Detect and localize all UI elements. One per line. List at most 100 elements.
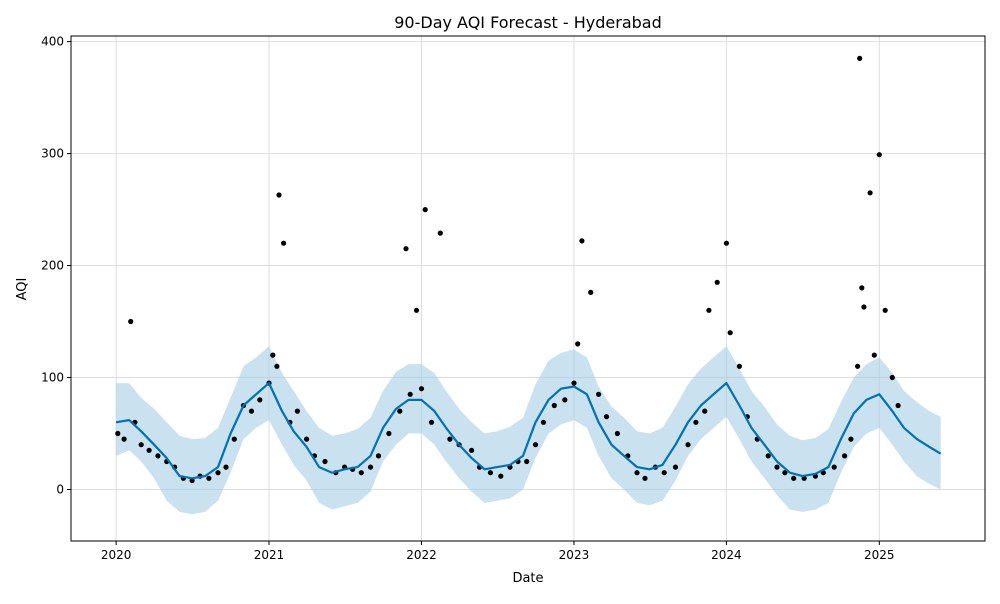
observed-point [276, 192, 282, 198]
observed-point [661, 470, 667, 476]
observed-point [138, 442, 144, 448]
confidence-band-layer [116, 346, 941, 515]
observed-point [121, 436, 127, 442]
observed-point [614, 430, 621, 437]
observed-point [281, 240, 287, 246]
observed-points-layer [115, 55, 901, 484]
x-tick-label: 2020 [101, 548, 132, 562]
observed-point [642, 475, 648, 481]
observed-point [842, 453, 848, 459]
observed-point [524, 458, 530, 465]
observed-point [562, 397, 568, 403]
observed-point [270, 352, 276, 358]
observed-point [634, 470, 640, 476]
observed-point [403, 246, 409, 252]
x-tick-label: 2021 [254, 548, 285, 562]
observed-point [672, 464, 679, 470]
observed-point [146, 447, 152, 453]
observed-point [358, 470, 364, 476]
observed-point [386, 430, 392, 437]
observed-point [418, 386, 425, 392]
observed-point [487, 470, 493, 476]
observed-point [231, 436, 237, 442]
observed-point [155, 453, 161, 459]
x-tick-label: 2025 [864, 548, 895, 562]
observed-point [727, 330, 733, 336]
observed-point [871, 352, 877, 358]
observed-point [447, 436, 453, 442]
observed-point [469, 447, 475, 453]
grid-layer [71, 36, 985, 541]
x-tick-label: 2023 [559, 548, 590, 562]
y-axis-label: AQI [15, 278, 30, 301]
observed-point [367, 464, 374, 470]
observed-point [257, 397, 263, 403]
observed-point [579, 238, 585, 244]
plot-frame [70, 35, 986, 542]
observed-point [304, 436, 310, 442]
observed-point [736, 363, 743, 369]
observed-point [859, 285, 865, 291]
observed-point [706, 307, 712, 313]
observed-point [596, 391, 602, 397]
observed-point [437, 230, 443, 236]
y-tick-label: 300 [41, 147, 64, 161]
observed-point [882, 307, 888, 313]
observed-point [397, 408, 403, 414]
observed-point [532, 442, 539, 448]
observed-point [575, 341, 581, 347]
observed-point [294, 408, 300, 414]
y-tick-label: 100 [41, 371, 64, 385]
observed-point [422, 207, 428, 213]
observed-point [895, 402, 901, 409]
observed-point [855, 363, 861, 369]
x-tick-label: 2024 [711, 548, 742, 562]
observed-point [322, 458, 328, 465]
observed-point [791, 475, 797, 481]
observed-point [867, 190, 873, 196]
observed-point [413, 307, 420, 313]
observed-point [848, 436, 854, 442]
observed-point [723, 240, 730, 246]
observed-point [128, 318, 134, 325]
chart-title: 90-Day AQI Forecast - Hyderabad [394, 13, 662, 32]
observed-point [831, 464, 837, 470]
observed-point [861, 304, 867, 310]
observed-point [702, 408, 708, 414]
observed-point [189, 477, 195, 484]
observed-point [571, 380, 577, 386]
observed-point [407, 391, 413, 397]
observed-point [206, 475, 212, 481]
observed-point [782, 470, 788, 476]
observed-point [498, 473, 504, 479]
x-tick-label: 2022 [406, 548, 437, 562]
tick-layer: 2020 2021 2022 2023 2024 2025 0 100 200 300 400 [41, 35, 894, 562]
forecast-line [115, 382, 942, 480]
observed-point [857, 55, 863, 62]
x-axis-label: Date [512, 571, 543, 586]
observed-point [714, 279, 720, 285]
y-tick-label: 200 [41, 259, 64, 273]
observed-point [215, 470, 221, 476]
observed-point [375, 453, 382, 459]
observed-point [223, 464, 229, 470]
observed-point [693, 419, 699, 425]
y-tick-label: 0 [56, 482, 64, 496]
observed-point [274, 363, 280, 369]
observed-point [551, 402, 557, 409]
observed-point [876, 152, 882, 158]
observed-point [774, 464, 780, 470]
forecast-line-layer [115, 382, 942, 480]
observed-point [428, 419, 435, 425]
observed-point [540, 419, 547, 425]
observed-point [588, 289, 594, 295]
observed-point [889, 374, 895, 381]
observed-point [603, 414, 610, 420]
observed-point [248, 408, 255, 414]
y-tick-label: 400 [41, 35, 64, 49]
confidence-band [116, 346, 941, 515]
observed-point [685, 442, 691, 448]
observed-point [115, 430, 121, 437]
